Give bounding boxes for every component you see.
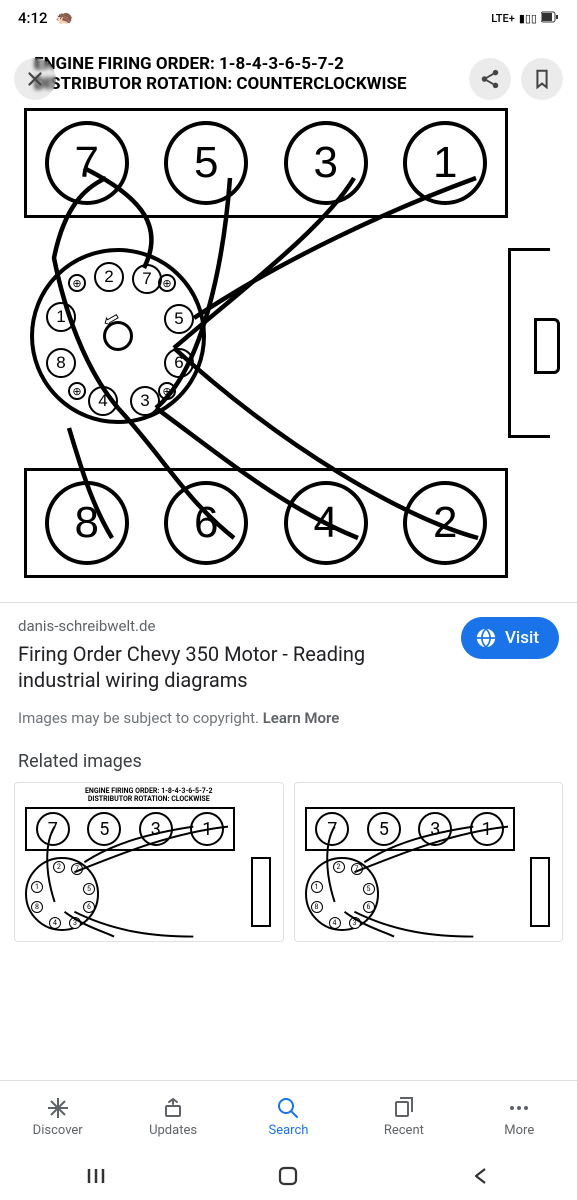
- cylinder-2: 2: [403, 481, 487, 565]
- clock: 4:12: [18, 9, 48, 27]
- mounting-screw-icon: ⊕: [158, 274, 176, 292]
- cylinder-7: 7: [45, 121, 129, 205]
- dist-terminal-6: 6: [164, 348, 194, 378]
- notification-icon: 🦔: [56, 10, 73, 26]
- discover-icon: [46, 1096, 70, 1120]
- related-images-header: Related images: [0, 733, 577, 782]
- source-domain[interactable]: danis-schreibwelt.de: [18, 617, 449, 635]
- image-title[interactable]: Firing Order Chevy 350 Motor - Reading i…: [18, 641, 449, 693]
- dist-terminal-3: 3: [130, 386, 160, 416]
- battery-icon: [541, 11, 559, 26]
- dist-terminal-5: 5: [164, 304, 194, 334]
- engine-output-flange: [534, 318, 560, 374]
- cylinder-6: 6: [164, 481, 248, 565]
- related-thumb[interactable]: ENGINE FIRING ORDER: 1-8-4-3-6-5-7-2DIST…: [14, 782, 284, 942]
- main-image-viewer[interactable]: ENGINE FIRING ORDER: 1-8-4-3-6-5-7-2 DIS…: [0, 32, 577, 602]
- android-back[interactable]: [441, 1165, 521, 1187]
- visit-label: Visit: [505, 628, 539, 648]
- dist-terminal-8: 8: [46, 348, 76, 378]
- search-icon: [276, 1096, 300, 1120]
- status-bar: 4:12 🦔 LTE+ ▮▯▯: [0, 0, 577, 32]
- nav-search[interactable]: Search: [231, 1096, 346, 1138]
- dist-terminal-4: 4: [88, 386, 118, 416]
- mounting-screw-icon: ⊕: [68, 382, 86, 400]
- updates-icon: [161, 1096, 185, 1120]
- nav-updates[interactable]: Updates: [115, 1096, 230, 1138]
- android-nav-bar: [0, 1152, 577, 1200]
- recent-icon: [392, 1096, 416, 1120]
- cylinder-8: 8: [45, 481, 129, 565]
- related-thumb[interactable]: 753127158643: [294, 782, 564, 942]
- mounting-screw-icon: ⊕: [158, 382, 176, 400]
- dist-terminal-7: 7: [132, 264, 162, 294]
- more-icon: [507, 1096, 531, 1120]
- cylinder-5: 5: [164, 121, 248, 205]
- android-recents[interactable]: [56, 1165, 136, 1187]
- copyright-notice: Images may be subject to copyright. Lear…: [18, 709, 559, 727]
- close-button[interactable]: [14, 58, 56, 100]
- engine-diagram: 7531 8642 ⇦ 27158643⊕⊕⊕⊕: [24, 108, 550, 588]
- visit-button[interactable]: Visit: [461, 617, 559, 659]
- cylinder-row-top: 7531: [24, 108, 508, 218]
- nav-discover[interactable]: Discover: [0, 1096, 115, 1138]
- dist-terminal-1: 1: [46, 302, 76, 332]
- cylinder-4: 4: [284, 481, 368, 565]
- learn-more-link[interactable]: Learn More: [263, 709, 340, 727]
- dist-terminal-2: 2: [94, 262, 124, 292]
- android-home[interactable]: [248, 1165, 328, 1187]
- image-info-panel: danis-schreibwelt.de Firing Order Chevy …: [0, 603, 577, 733]
- network-label: LTE+: [491, 12, 515, 25]
- distributor-cap: ⇦ 27158643⊕⊕⊕⊕: [30, 248, 206, 424]
- mounting-screw-icon: ⊕: [68, 274, 86, 292]
- bookmark-button[interactable]: [521, 58, 563, 100]
- signal-icon: ▮▯▯: [519, 12, 537, 25]
- cylinder-1: 1: [403, 121, 487, 205]
- related-images-row: ENGINE FIRING ORDER: 1-8-4-3-6-5-7-2DIST…: [0, 782, 577, 942]
- nav-more[interactable]: More: [462, 1096, 577, 1138]
- bottom-navigation: Discover Updates Search Recent More: [0, 1080, 577, 1152]
- cylinder-3: 3: [284, 121, 368, 205]
- cylinder-row-bottom: 8642: [24, 468, 508, 578]
- share-button[interactable]: [469, 58, 511, 100]
- nav-recent[interactable]: Recent: [346, 1096, 461, 1138]
